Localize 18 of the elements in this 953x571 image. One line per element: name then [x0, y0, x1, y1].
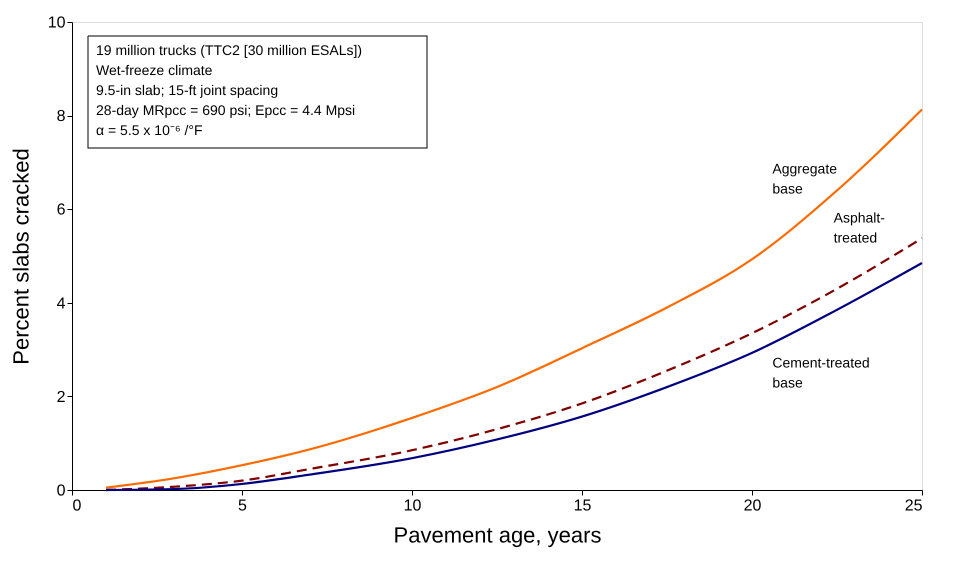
x-tick-label: 20 [744, 498, 762, 514]
x-tick-label: 15 [574, 498, 592, 514]
y-tick-label: 8 [56, 108, 66, 126]
y-axis-title: Percent slabs cracked [8, 148, 34, 365]
series-label: Cement-treated base [772, 354, 870, 391]
y-tick-label: 0 [56, 482, 66, 500]
y-tick-label: 2 [56, 388, 66, 406]
series-label: Aggregate base [772, 160, 838, 196]
series-label: Asphalt-treated [834, 210, 886, 246]
y-tick-label: 10 [48, 14, 66, 32]
y-tick-label: 6 [56, 202, 66, 219]
x-tick-label: 0 [72, 498, 82, 514]
x-tick-label: 25 [904, 498, 923, 514]
x-tick-label: 5 [238, 498, 248, 514]
x-axis-title: Pavement age, years [394, 522, 602, 548]
annotation: 19 million trucks (TTC2 [30 million ESALs]) Wet-freeze climate 9.5-in slab; 15-ft joint spacing 28-day MRpcc = 690 psi; Epcc = 4.4 Mpsi α = 5.5 x 10⁻⁶ /°F [96, 42, 362, 138]
x-tick-label: 10 [404, 498, 422, 514]
y-tick-label: 4 [56, 295, 66, 312]
